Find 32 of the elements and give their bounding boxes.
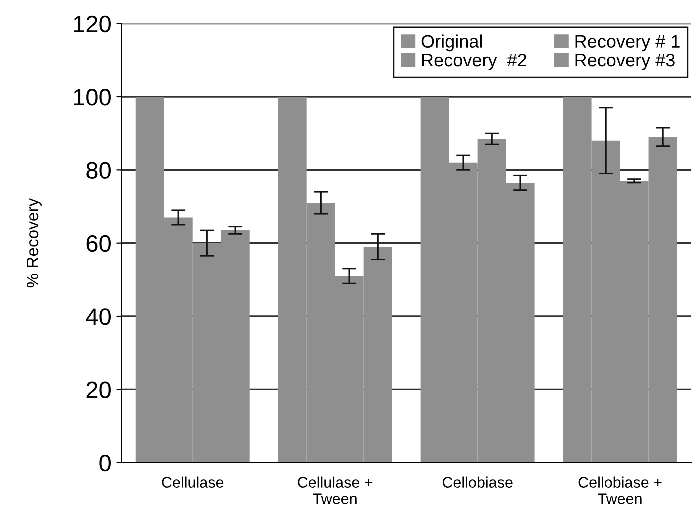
legend-label: Recovery # 1 — [576, 35, 680, 52]
bar — [364, 247, 392, 463]
bar — [192, 243, 222, 463]
bar — [278, 96, 307, 463]
legend-label: Original — [422, 34, 482, 52]
bar — [592, 140, 620, 463]
bar — [563, 96, 592, 463]
bar — [449, 162, 478, 463]
bar — [478, 139, 506, 463]
bar — [335, 276, 364, 463]
bar — [306, 203, 336, 463]
bar — [620, 181, 649, 463]
x-tick-label: Cellobiase — [442, 476, 513, 488]
legend-label: Recovery #2 — [422, 54, 526, 70]
x-tick-label: Cellulase — [162, 476, 224, 488]
y-tick-label: 100 — [74, 89, 111, 106]
legend-label: Recovery #3 — [576, 54, 675, 70]
x-tick-label: Cellobiase + Tween — [578, 476, 662, 504]
bar — [164, 218, 193, 463]
x-tick-label: Cellulase + Tween — [298, 476, 373, 504]
y-tick-label: 80 — [86, 162, 111, 179]
bar — [648, 137, 678, 463]
y-axis-title: % Recovery — [26, 198, 42, 288]
y-tick-label: 120 — [74, 16, 111, 33]
bar — [221, 230, 250, 463]
bar — [420, 96, 450, 463]
bar — [506, 182, 535, 463]
bar — [136, 96, 164, 463]
y-tick-label: 60 — [86, 235, 111, 252]
y-tick-label: 40 — [86, 308, 111, 326]
y-tick-label: 0 — [100, 454, 111, 472]
y-tick-label: 20 — [86, 382, 111, 398]
